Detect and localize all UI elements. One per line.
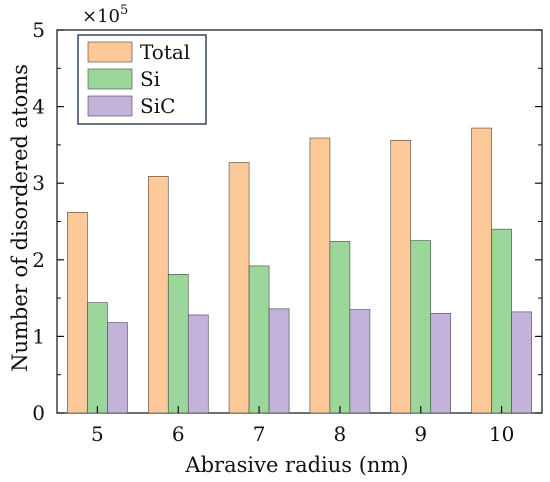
x-tick-label: 8 [334, 422, 347, 446]
y-tick-label: 1 [32, 324, 45, 348]
bars [67, 127, 532, 414]
legend-label-si: Si [140, 67, 160, 91]
y-multiplier: ×105 [82, 3, 128, 27]
y-tick-label: 3 [32, 171, 45, 195]
y-tick-label: 2 [32, 248, 45, 272]
bar-sic-5 [107, 322, 128, 414]
y-multiplier-base: ×10 [82, 6, 120, 27]
bar-sic-8 [349, 309, 371, 414]
legend-label-sic: SiC [140, 94, 175, 118]
bar-si-8 [329, 241, 351, 414]
y-axis: 0 1 2 3 4 5 [32, 18, 542, 425]
y-axis-label: Number of disordered atoms [8, 64, 32, 372]
x-axis-label: Abrasive radius (nm) [184, 453, 408, 477]
bar-total-6 [147, 176, 169, 414]
legend-swatch-si [87, 68, 133, 90]
x-tick-label: 5 [91, 422, 104, 446]
y-tick-label: 5 [32, 18, 45, 42]
bar-sic-6 [187, 314, 209, 414]
bar-si-9 [410, 240, 432, 414]
bar-sic-10 [511, 311, 532, 414]
bar-total-9 [390, 140, 412, 414]
legend-label-total: Total [140, 40, 190, 64]
bar-sic-7 [268, 308, 290, 414]
bar-total-8 [309, 137, 331, 414]
y-multiplier-exponent: 5 [120, 3, 128, 18]
bar-si-10 [491, 228, 512, 414]
bar-sic-9 [430, 313, 452, 414]
bar-si-6 [167, 274, 189, 414]
bar-total-5 [67, 212, 88, 414]
legend-swatch-sic [87, 95, 133, 117]
x-tick-label: 9 [414, 422, 427, 446]
x-tick-label: 6 [172, 422, 185, 446]
x-tick-label: 7 [253, 422, 266, 446]
bar-si-7 [248, 265, 270, 414]
y-tick-label: 4 [32, 95, 45, 119]
bar-si-5 [87, 302, 108, 414]
bar-total-10 [471, 127, 492, 414]
x-axis: 5 6 7 8 9 10 [91, 406, 514, 446]
bar-total-7 [228, 162, 250, 414]
legend-swatch-total [87, 41, 133, 63]
legend: Total Si SiC [77, 34, 207, 125]
x-tick-label: 10 [489, 422, 514, 446]
y-tick-label: 0 [32, 401, 45, 425]
